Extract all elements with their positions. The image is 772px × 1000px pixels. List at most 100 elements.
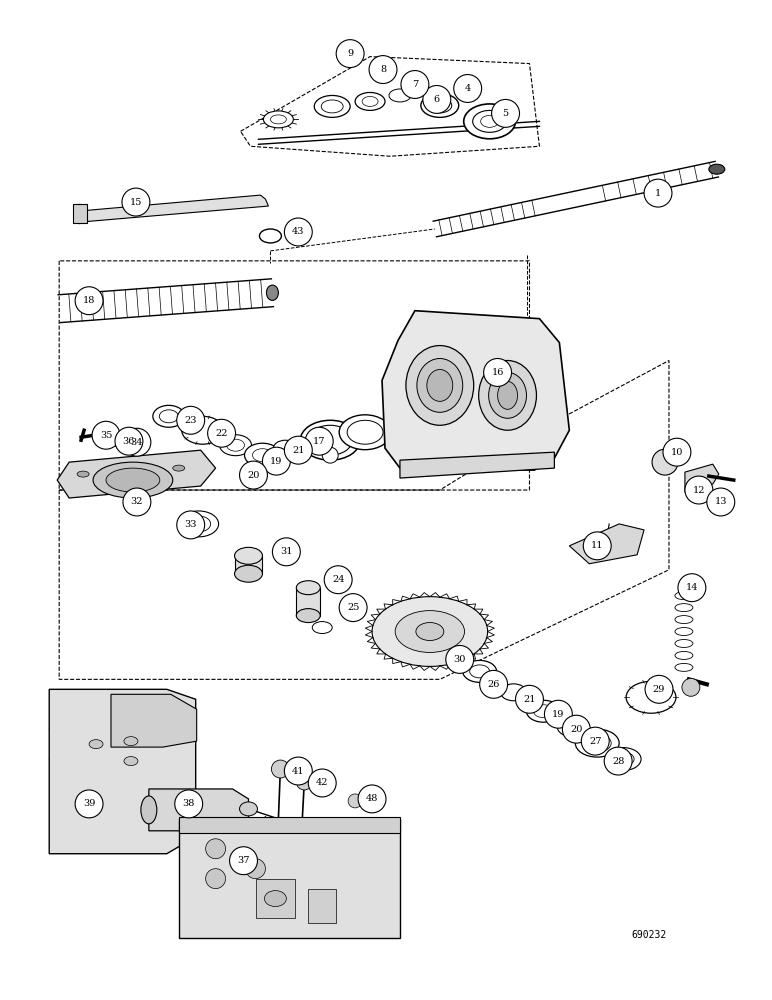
Polygon shape <box>49 689 195 854</box>
Ellipse shape <box>626 681 676 713</box>
Circle shape <box>272 760 290 778</box>
Ellipse shape <box>427 369 452 401</box>
Circle shape <box>123 428 151 456</box>
Ellipse shape <box>527 700 560 722</box>
Ellipse shape <box>395 611 465 652</box>
Circle shape <box>75 287 103 315</box>
Text: 13: 13 <box>715 497 727 506</box>
Ellipse shape <box>128 441 138 447</box>
Ellipse shape <box>296 609 320 623</box>
Polygon shape <box>57 450 215 498</box>
Ellipse shape <box>498 381 517 409</box>
Text: 17: 17 <box>313 437 326 446</box>
Ellipse shape <box>106 468 160 492</box>
Polygon shape <box>308 889 336 923</box>
Circle shape <box>229 847 258 875</box>
Text: 4: 4 <box>465 84 471 93</box>
Bar <box>235 556 262 574</box>
Polygon shape <box>382 311 569 470</box>
Ellipse shape <box>584 734 611 752</box>
Ellipse shape <box>141 796 157 824</box>
Circle shape <box>483 359 512 386</box>
Ellipse shape <box>362 96 378 106</box>
Text: 32: 32 <box>130 497 143 506</box>
Text: 20: 20 <box>571 725 583 734</box>
Ellipse shape <box>533 705 554 718</box>
Text: 1: 1 <box>655 189 661 198</box>
Text: 31: 31 <box>280 547 293 556</box>
Ellipse shape <box>321 100 344 113</box>
Circle shape <box>284 757 312 785</box>
Circle shape <box>492 99 520 127</box>
Text: 23: 23 <box>185 416 197 425</box>
Text: 37: 37 <box>237 856 250 865</box>
Circle shape <box>262 447 290 475</box>
Text: 38: 38 <box>182 799 195 808</box>
Circle shape <box>284 436 312 464</box>
Text: 16: 16 <box>492 368 504 377</box>
Circle shape <box>336 40 364 68</box>
Ellipse shape <box>181 416 224 444</box>
Ellipse shape <box>273 440 297 456</box>
Circle shape <box>322 447 338 463</box>
Circle shape <box>544 700 572 728</box>
Ellipse shape <box>605 748 641 771</box>
Circle shape <box>177 511 205 539</box>
Ellipse shape <box>314 95 350 117</box>
Ellipse shape <box>312 622 332 634</box>
Ellipse shape <box>489 372 527 418</box>
Ellipse shape <box>239 802 258 816</box>
Ellipse shape <box>479 361 537 430</box>
Ellipse shape <box>270 115 286 124</box>
Text: 20: 20 <box>247 471 259 480</box>
Ellipse shape <box>124 737 138 746</box>
Ellipse shape <box>372 597 488 666</box>
Ellipse shape <box>300 420 360 460</box>
Circle shape <box>358 785 386 813</box>
Ellipse shape <box>265 891 286 907</box>
Polygon shape <box>400 452 554 478</box>
Ellipse shape <box>173 465 185 471</box>
Ellipse shape <box>416 623 444 640</box>
Text: 15: 15 <box>130 198 142 207</box>
Circle shape <box>123 488 151 516</box>
Text: 6: 6 <box>434 95 440 104</box>
Circle shape <box>75 790 103 818</box>
Circle shape <box>454 75 482 102</box>
Circle shape <box>112 433 126 447</box>
Circle shape <box>604 747 632 775</box>
Bar <box>296 588 320 616</box>
Circle shape <box>644 179 672 207</box>
Text: 690232: 690232 <box>631 930 666 940</box>
Circle shape <box>239 461 267 489</box>
Circle shape <box>324 566 352 594</box>
Ellipse shape <box>462 660 496 682</box>
Ellipse shape <box>417 359 462 412</box>
Text: 29: 29 <box>653 685 665 694</box>
Circle shape <box>339 594 367 622</box>
Text: 11: 11 <box>591 541 604 550</box>
Circle shape <box>308 769 336 797</box>
Circle shape <box>348 794 362 808</box>
Text: 26: 26 <box>487 680 499 689</box>
Polygon shape <box>256 879 296 918</box>
Text: 48: 48 <box>366 794 378 803</box>
Ellipse shape <box>89 740 103 749</box>
Circle shape <box>174 790 203 818</box>
Text: 24: 24 <box>332 575 344 584</box>
Ellipse shape <box>263 111 293 128</box>
Circle shape <box>479 670 507 698</box>
Ellipse shape <box>469 665 489 678</box>
Circle shape <box>369 56 397 84</box>
Circle shape <box>581 727 609 755</box>
Polygon shape <box>179 817 400 833</box>
Text: 33: 33 <box>185 520 197 529</box>
Text: 5: 5 <box>503 109 509 118</box>
Circle shape <box>245 859 266 879</box>
Text: 41: 41 <box>292 767 305 776</box>
Polygon shape <box>149 789 249 831</box>
Ellipse shape <box>472 110 506 132</box>
Ellipse shape <box>153 405 185 427</box>
Polygon shape <box>685 464 719 492</box>
Ellipse shape <box>355 92 385 110</box>
